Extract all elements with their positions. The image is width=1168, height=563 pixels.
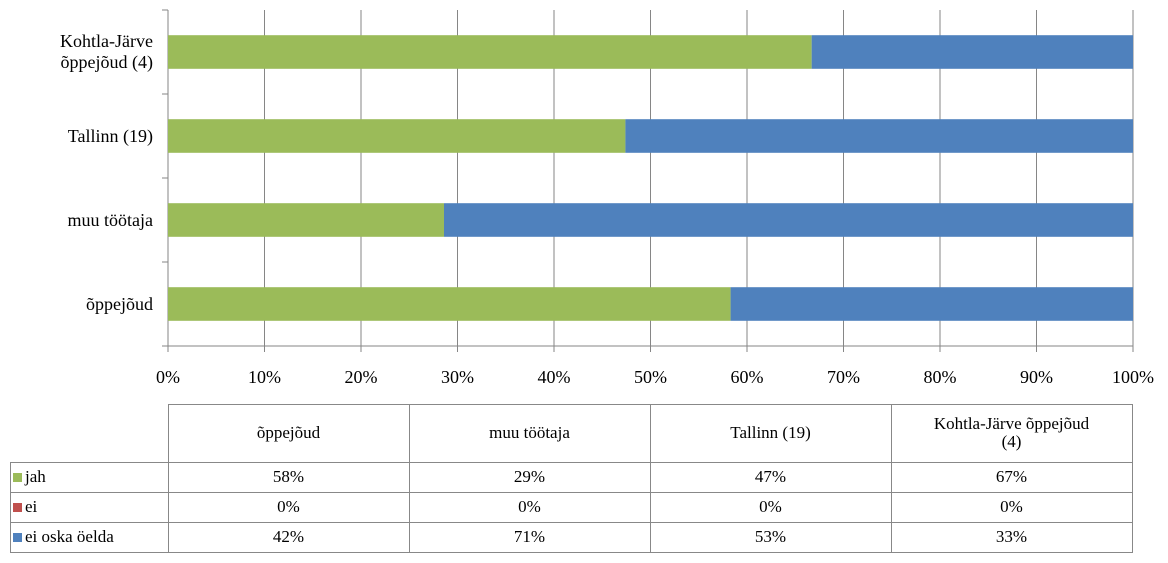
table-value: 0% (167, 491, 410, 523)
x-tick-label: 50% (634, 367, 667, 387)
x-tick-label: 20% (345, 367, 378, 387)
row-label: jah (10, 461, 169, 493)
data-table: õppejõud muu töötaja Tallinn (19) Kohtla-Jä… (10, 404, 1133, 553)
table-header: õppejõud muu töötaja Tallinn (19) Kohtla-Jä… (10, 404, 1133, 463)
table-value: 67% (890, 461, 1133, 493)
row-label: ei (10, 491, 169, 523)
x-tick-label: 100% (1112, 367, 1154, 387)
bar-segment (811, 35, 1133, 69)
row-label: ei oska öelda (10, 521, 169, 553)
table-value: 47% (649, 461, 892, 493)
legend-label: ei (25, 497, 38, 516)
x-tick-label: 70% (827, 367, 860, 387)
x-tick-label: 90% (1020, 367, 1053, 387)
table-value: 0% (408, 491, 651, 523)
column-header-text: Tallinn (19) (730, 423, 811, 443)
legend-key (13, 473, 22, 482)
legend-label: jah (25, 467, 46, 486)
column-header: muu töötaja (408, 404, 651, 463)
table-value: 58% (167, 461, 410, 493)
y-tick-label: Kohtla-Järve õppejõud (4) (60, 31, 153, 72)
table-row: jah 58% 29% 47% 67% (10, 461, 1133, 493)
x-tick-label: 40% (538, 367, 571, 387)
legend-key (13, 503, 22, 512)
y-tick-label: õppejõud (86, 293, 153, 314)
table-value: 71% (408, 521, 651, 553)
column-header: õppejõud (167, 404, 410, 463)
y-tick-label: muu töötaja (67, 209, 153, 230)
table-row: ei oska öelda 42% 71% 53% 33% (10, 521, 1133, 553)
table-value: 42% (167, 521, 410, 553)
column-header: Kohtla-Järve õppejõud (4) (890, 404, 1133, 463)
bar-segment (168, 287, 731, 321)
column-header-text: muu töötaja (489, 423, 570, 443)
table-value: 0% (890, 491, 1133, 523)
table-value: 29% (408, 461, 651, 493)
y-tick-label: Tallinn (19) (67, 125, 153, 146)
bar-segment (168, 35, 812, 69)
legend-label: ei oska öelda (25, 527, 114, 546)
column-header-text: õppejõud (256, 423, 321, 443)
legend-key (13, 533, 22, 542)
column-header: Tallinn (19) (649, 404, 892, 463)
column-header-text: Kohtla-Järve õppejõud (4) (933, 414, 1090, 452)
x-tick-label: 10% (248, 367, 281, 387)
bar-segment (625, 119, 1133, 153)
bar-segment (168, 119, 626, 153)
table-row: ei 0% 0% 0% 0% (10, 491, 1133, 523)
bar-segment (168, 203, 444, 237)
table-value: 0% (649, 491, 892, 523)
plot: 0% 10% 20% 30% 40% 50% 60% 70% 80% 90% 100% (156, 9, 1154, 387)
corner-cell (10, 404, 169, 463)
table-value: 53% (649, 521, 892, 553)
x-tick-label: 30% (441, 367, 474, 387)
x-tick-label: 80% (924, 367, 957, 387)
x-tick-label: 60% (731, 367, 764, 387)
bar-segment (443, 203, 1133, 237)
bar-segment (730, 287, 1133, 321)
table-value: 33% (890, 521, 1133, 553)
x-tick-label: 0% (156, 367, 180, 387)
